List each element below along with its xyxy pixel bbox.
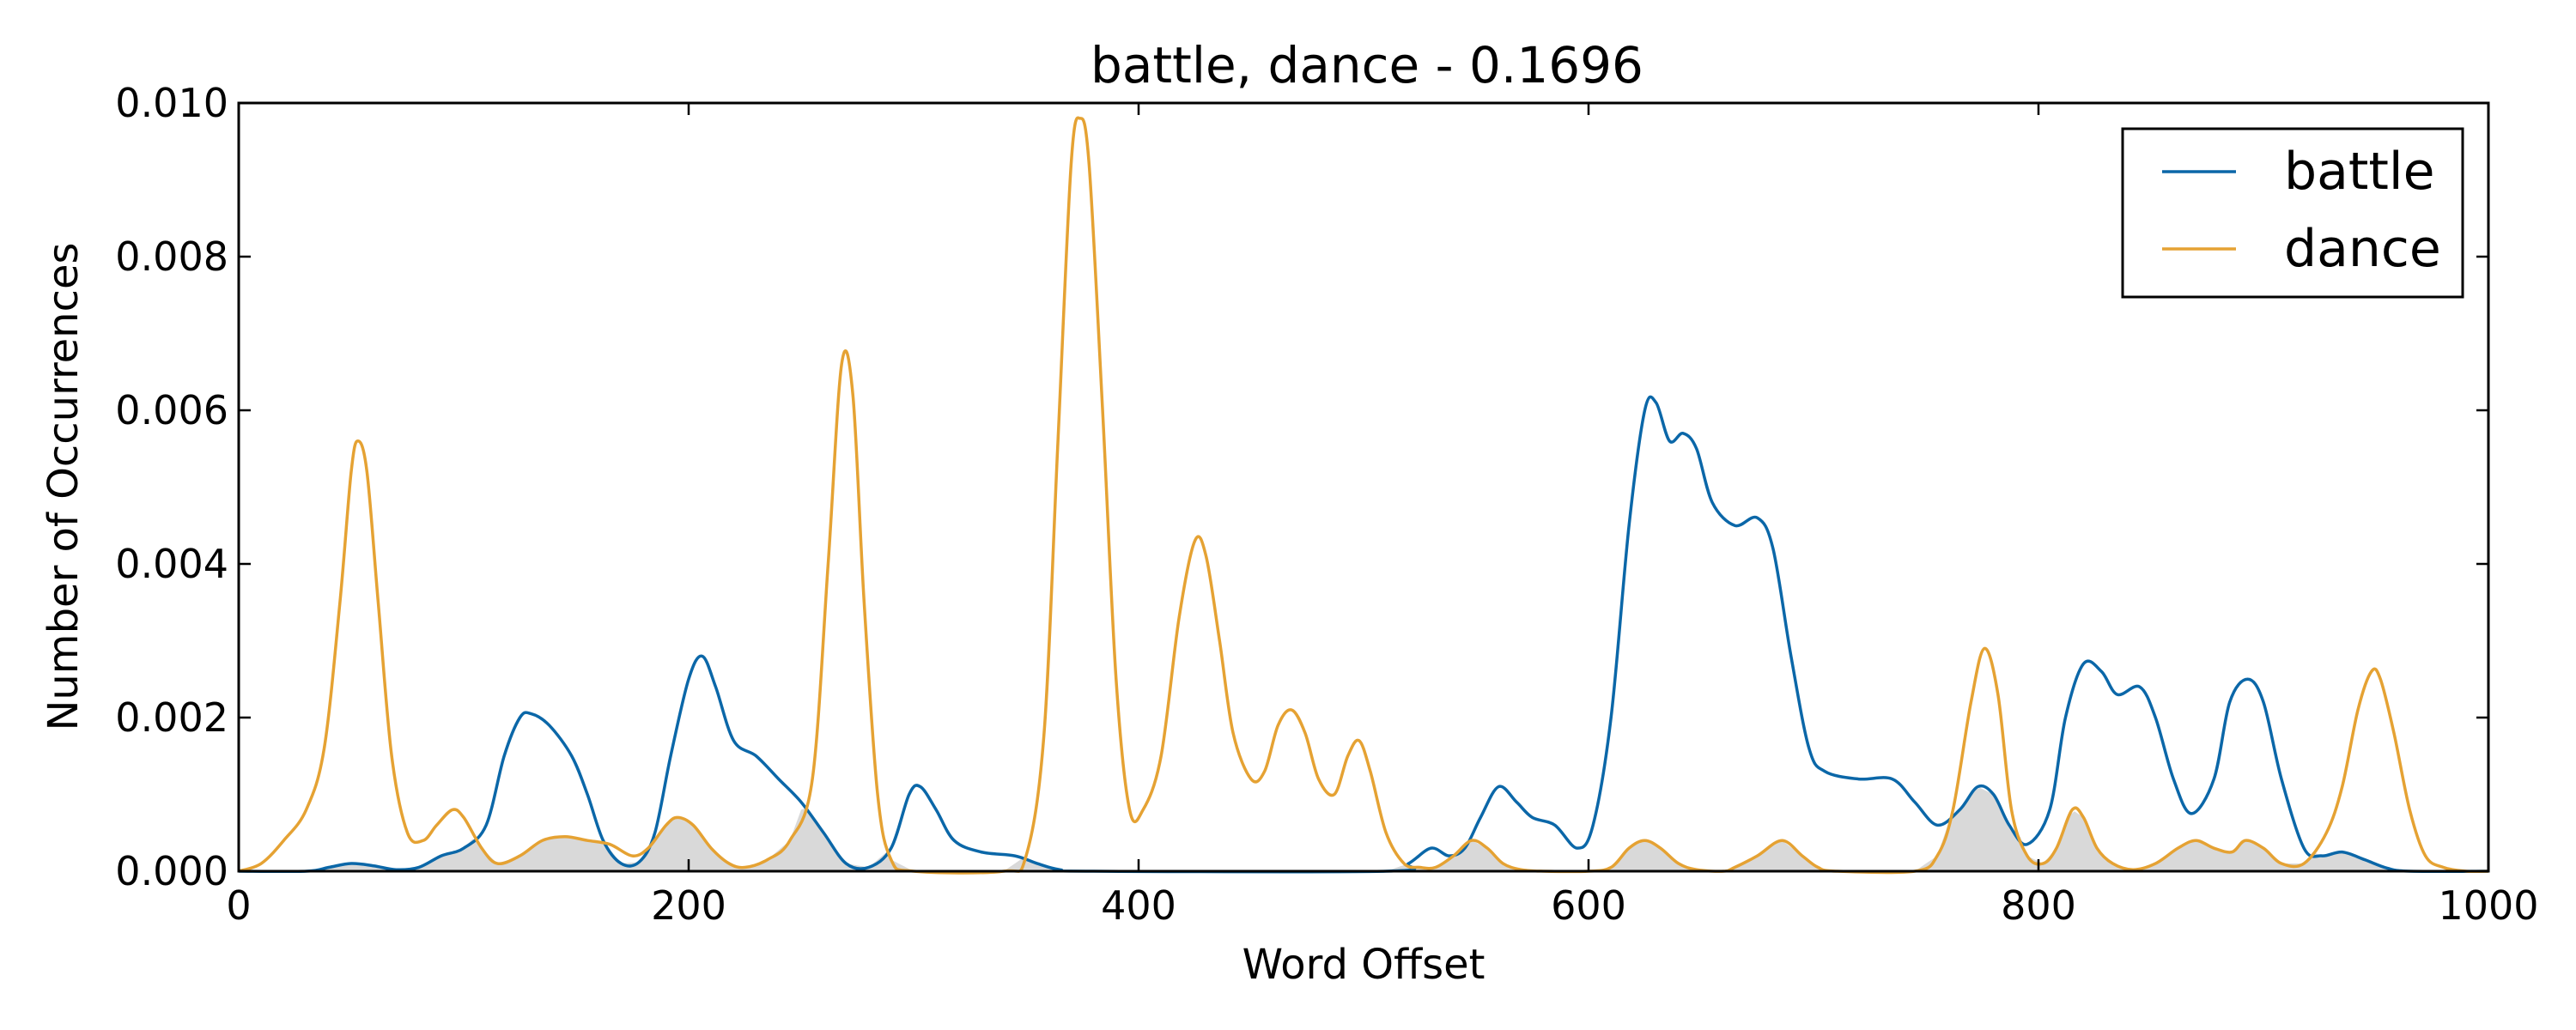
series-line-battle <box>238 395 2489 874</box>
plot-area <box>237 101 2490 875</box>
y-tick-label: 0.006 <box>115 387 228 433</box>
x-axis-label: Word Offset <box>1242 941 1485 989</box>
x-axis: 0 200 400 600 800 1000 <box>226 103 2539 929</box>
y-axis: 0.000 0.002 0.004 0.006 0.008 0.010 <box>115 80 2488 894</box>
y-tick-label: 0.000 <box>115 848 228 894</box>
y-tick-label: 0.008 <box>115 233 228 280</box>
x-tick-label: 400 <box>1101 882 1176 929</box>
series-line-dance <box>238 116 2489 875</box>
y-tick-label: 0.010 <box>115 80 228 126</box>
x-tick-label: 0 <box>226 882 251 929</box>
y-axis-label: Number of Occurrences <box>39 242 88 730</box>
y-tick-label: 0.002 <box>115 694 228 741</box>
legend-label-dance: dance <box>2284 219 2441 279</box>
legend: battle dance <box>2121 127 2464 299</box>
x-tick-label: 600 <box>1551 882 1626 929</box>
plot-frame <box>237 101 2490 873</box>
x-tick-label: 200 <box>651 882 726 929</box>
series-lines <box>238 116 2489 875</box>
y-tick-label: 0.004 <box>115 541 228 587</box>
legend-label-battle: battle <box>2284 142 2435 202</box>
x-tick-label: 800 <box>2001 882 2076 929</box>
overlap-area <box>239 787 2488 871</box>
x-tick-label: 1000 <box>2438 882 2538 929</box>
legend-box <box>2121 127 2464 299</box>
chart-title: battle, dance - 0.1696 <box>1091 36 1643 94</box>
